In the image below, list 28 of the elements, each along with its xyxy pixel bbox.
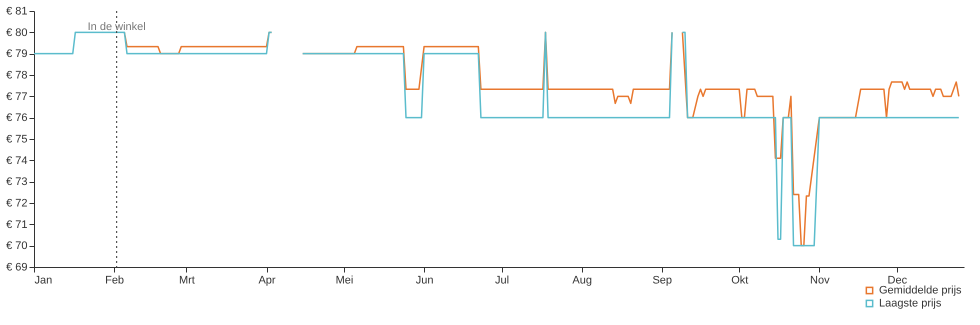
x-tick-label: Apr bbox=[258, 274, 276, 286]
y-tick-label: € 73 bbox=[6, 176, 28, 188]
y-tick-label: € 71 bbox=[6, 218, 28, 231]
x-tick-label: Mei bbox=[336, 274, 354, 286]
x-tick-label: Nov bbox=[810, 274, 830, 286]
y-tick-label: € 76 bbox=[6, 112, 28, 124]
x-tick-label: Jun bbox=[416, 274, 434, 286]
legend-label: Gemiddelde prijs bbox=[879, 284, 962, 296]
y-tick-label: € 69 bbox=[6, 262, 28, 274]
x-tick-label: Dec bbox=[888, 274, 908, 286]
x-tick-label: Feb bbox=[105, 274, 124, 286]
y-tick-label: € 81 bbox=[6, 6, 28, 18]
x-tick-label: Okt bbox=[731, 274, 748, 286]
y-tick-label: € 74 bbox=[6, 154, 28, 167]
y-tick-label: € 70 bbox=[6, 240, 28, 252]
x-tick-label: Jul bbox=[495, 274, 510, 286]
y-tick-label: € 79 bbox=[6, 48, 28, 60]
y-tick-label: € 75 bbox=[6, 134, 28, 146]
legend-label: Laagste prijs bbox=[879, 298, 942, 310]
ref-line-label: In de winkel bbox=[88, 21, 146, 33]
x-tick-label: Aug bbox=[572, 274, 592, 286]
y-tick-label: € 78 bbox=[6, 70, 28, 82]
y-tick-label: € 72 bbox=[6, 198, 28, 210]
x-tick-label: Jan bbox=[34, 274, 52, 286]
x-tick-label: Sep bbox=[652, 274, 672, 286]
y-tick-label: € 80 bbox=[6, 26, 28, 39]
y-tick-label: € 77 bbox=[6, 90, 28, 103]
x-tick-label: Mrt bbox=[178, 274, 195, 286]
